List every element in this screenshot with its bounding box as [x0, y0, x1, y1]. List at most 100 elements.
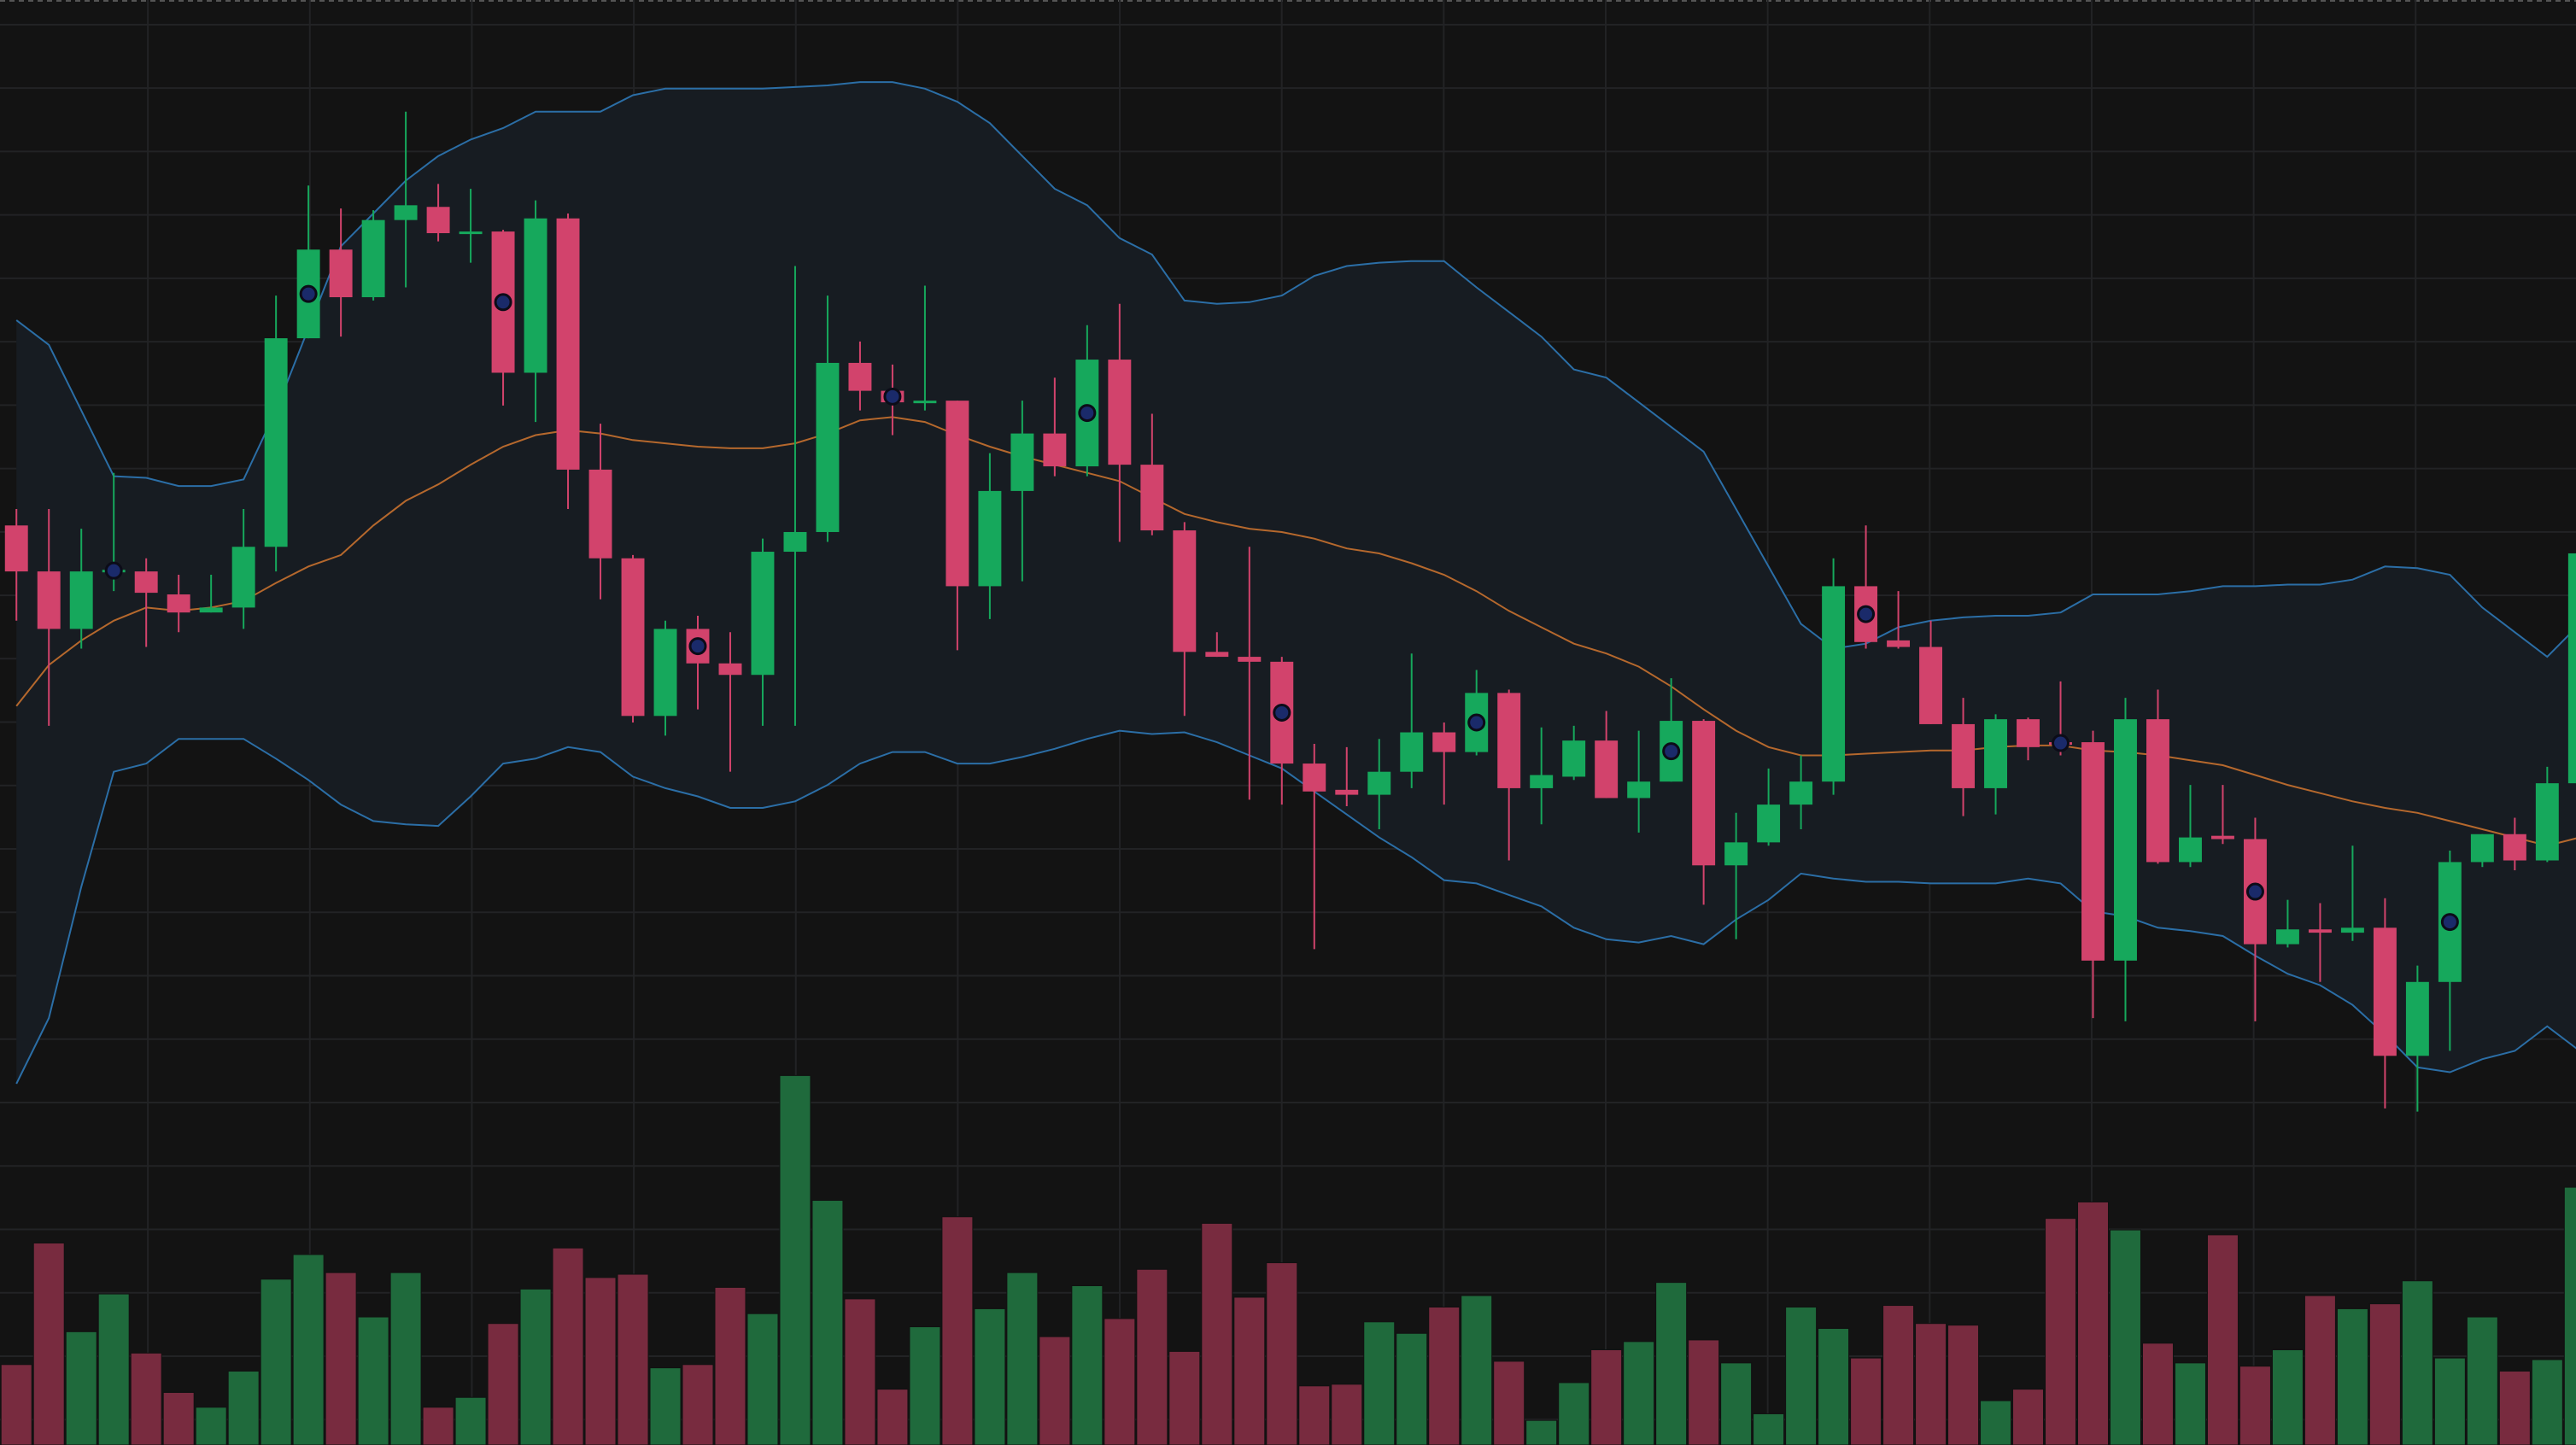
volume-bar — [2239, 1366, 2271, 1445]
volume-bar — [2012, 1389, 2045, 1445]
volume-bar — [2206, 1234, 2239, 1445]
candle-body — [231, 547, 255, 608]
candle-body — [621, 558, 645, 717]
candle-body — [2503, 834, 2526, 861]
candle-body — [134, 571, 158, 594]
candle-body — [1497, 693, 1521, 788]
volume-bar — [2563, 1186, 2576, 1445]
candle-body — [978, 490, 1002, 587]
candle-body — [2308, 929, 2332, 933]
upper-band — [15, 81, 2576, 658]
candle-body — [1952, 723, 1976, 788]
candle-body — [588, 469, 612, 559]
candle-body — [2535, 783, 2559, 861]
volume-bar — [2304, 1295, 2336, 1445]
volume-bars — [0, 1074, 2576, 1445]
candle-body — [1205, 652, 1229, 658]
candle-body — [1919, 646, 1943, 724]
candle-body — [2081, 742, 2105, 961]
volume-bar — [1882, 1305, 1915, 1445]
volume-bar — [1947, 1325, 1980, 1445]
candle-body — [783, 531, 807, 553]
volume-bar — [1428, 1306, 1461, 1445]
candle-body — [1562, 740, 1586, 777]
candle-body — [2210, 835, 2234, 840]
volume-bar — [389, 1272, 422, 1445]
signal-marker — [1467, 713, 1486, 732]
candle-body — [2146, 719, 2169, 863]
volume-bar — [1006, 1272, 1039, 1445]
candle-body — [426, 207, 450, 234]
signal-marker — [1662, 742, 1681, 761]
candle-body — [848, 362, 872, 391]
volume-bar — [1818, 1327, 1850, 1445]
volume-bar — [2174, 1362, 2206, 1445]
volume-bar — [811, 1200, 844, 1445]
volume-bar — [130, 1352, 162, 1445]
volume-bar — [1071, 1284, 1104, 1445]
signal-marker — [1273, 703, 1291, 722]
volume-bar — [2077, 1201, 2109, 1445]
candle-body — [264, 338, 288, 547]
volume-bar — [2336, 1308, 2368, 1445]
volume-bar — [1168, 1350, 1201, 1445]
candle-body — [2114, 719, 2137, 961]
candle-body — [69, 571, 93, 629]
volume-bar — [227, 1370, 260, 1445]
candle-body — [1367, 771, 1391, 795]
volume-bar — [1363, 1321, 1396, 1445]
candle-body — [816, 362, 840, 532]
candle-body — [1595, 740, 1619, 799]
candle-body — [1238, 657, 1262, 662]
candle-body — [1627, 781, 1651, 799]
candle-body — [2567, 553, 2576, 784]
candle-body — [556, 218, 580, 470]
candle-body — [1757, 804, 1781, 843]
volume-bar — [1396, 1332, 1428, 1445]
signal-marker — [688, 637, 707, 656]
volume-bar — [292, 1254, 325, 1445]
signal-marker — [1078, 404, 1097, 423]
volume-bar — [1688, 1339, 1720, 1445]
volume-bar — [909, 1326, 941, 1445]
candle-body — [1887, 640, 1911, 647]
volume-bar — [746, 1313, 779, 1445]
candle-body — [1530, 775, 1554, 788]
signal-marker — [2245, 882, 2264, 901]
volume-bar — [1915, 1323, 1947, 1445]
volume-bar — [682, 1364, 714, 1445]
volume-bar — [1525, 1419, 1558, 1445]
candle-body — [361, 219, 385, 298]
candle-body — [2340, 927, 2364, 933]
volume-bar — [1655, 1282, 1688, 1445]
signal-marker — [104, 561, 123, 580]
volume-bar — [2368, 1303, 2401, 1445]
signal-marker — [494, 293, 512, 312]
candle-body — [2470, 834, 2494, 863]
volume-bar — [584, 1277, 617, 1445]
candle-body — [1724, 842, 1748, 866]
volume-bar — [1201, 1222, 1233, 1445]
candle-body — [4, 525, 28, 572]
candle-body — [2017, 719, 2040, 747]
volume-bar — [617, 1273, 649, 1445]
volume-bar — [1331, 1384, 1363, 1445]
volume-bar — [1233, 1296, 1266, 1445]
volume-bar — [32, 1243, 65, 1445]
volume-bar — [162, 1391, 195, 1445]
candle-body — [913, 401, 937, 404]
candle-body — [1822, 586, 1846, 782]
candle-body — [1984, 719, 2007, 788]
candle-body — [2373, 927, 2397, 1056]
signal-marker — [2052, 734, 2070, 752]
candle-body — [167, 594, 190, 613]
candle-body — [1173, 530, 1197, 652]
volume-bar — [876, 1389, 909, 1445]
candle-body — [2179, 837, 2202, 863]
volume-bar — [844, 1298, 876, 1445]
volume-bar — [1753, 1413, 1785, 1445]
candle-body — [1140, 465, 1164, 531]
candle-body — [199, 607, 223, 613]
volume-bar — [1720, 1362, 1753, 1445]
candle-body — [1789, 781, 1813, 805]
